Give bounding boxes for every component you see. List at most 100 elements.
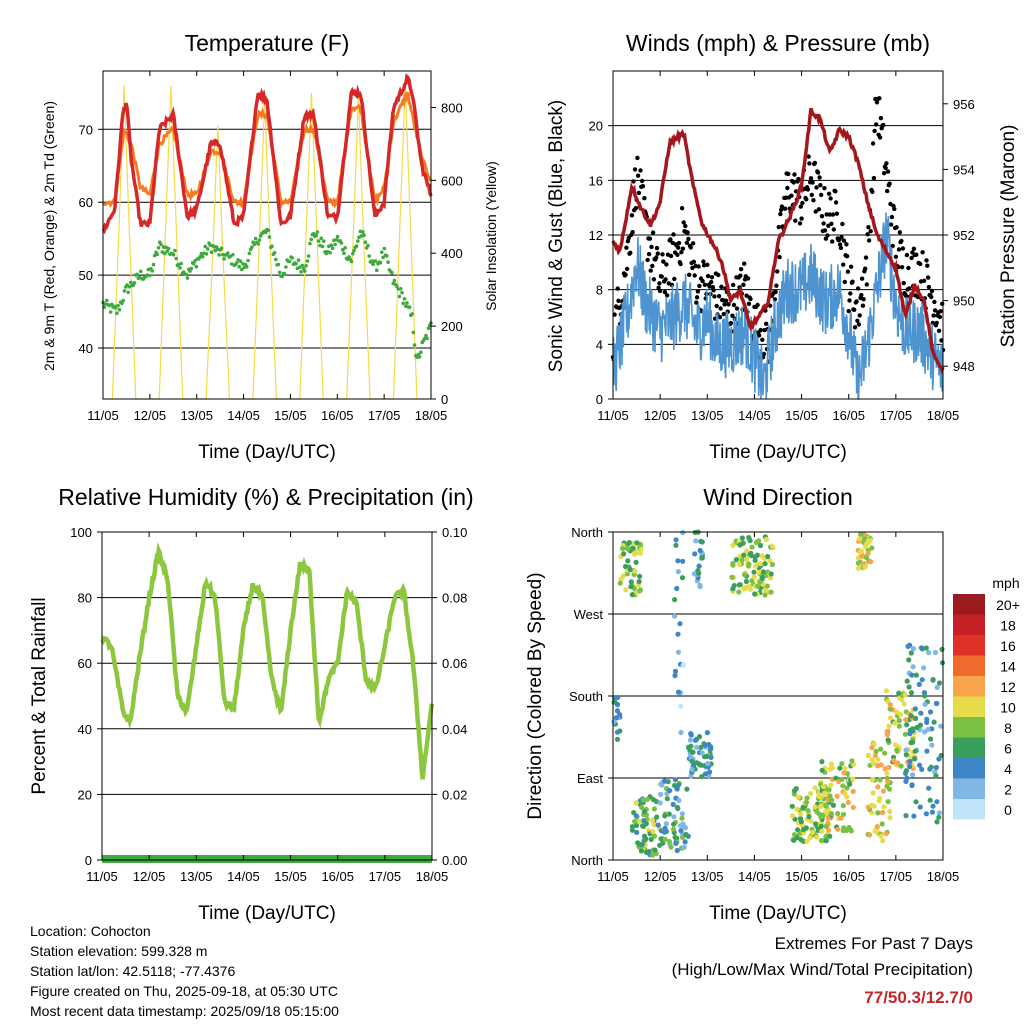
direction-point	[908, 690, 915, 696]
gust-point	[685, 230, 690, 235]
direction-point	[913, 715, 919, 722]
gust-point	[635, 155, 640, 161]
direction-point	[650, 796, 656, 803]
dewpoint-points	[101, 227, 433, 360]
dewpoint-point	[252, 242, 257, 247]
direction-point	[883, 688, 890, 694]
direction-point	[887, 808, 893, 815]
gust-point	[819, 192, 824, 198]
direction-point	[887, 815, 893, 821]
y-tick-label: 4	[596, 337, 603, 352]
gust-point	[779, 204, 785, 209]
direction-point	[883, 830, 889, 837]
gust-point	[697, 283, 702, 289]
direction-point	[828, 761, 834, 767]
dewpoint-point	[425, 336, 430, 341]
direction-point	[804, 795, 810, 801]
direction-point	[834, 793, 840, 799]
gust-point	[840, 221, 845, 227]
gust-point	[785, 185, 790, 191]
direction-point	[679, 575, 686, 581]
direction-point	[630, 545, 636, 551]
gust-point	[716, 272, 721, 278]
gust-point	[687, 272, 692, 277]
gust-point	[702, 282, 708, 287]
dewpoint-point	[392, 278, 397, 283]
gust-point	[857, 313, 862, 318]
gust-point	[679, 250, 684, 255]
colorbar-swatch	[953, 799, 985, 820]
dewpoint-point	[328, 250, 332, 255]
direction-point	[922, 701, 928, 708]
gust-point	[789, 193, 794, 198]
gust-point	[877, 135, 883, 140]
dewpoint-point	[401, 301, 406, 306]
direction-point	[708, 754, 714, 761]
direction-point	[917, 804, 923, 810]
gust-point	[712, 294, 717, 299]
direction-point	[672, 777, 679, 783]
direction-point	[674, 804, 681, 811]
y-tick-label-right: 0.02	[442, 787, 467, 802]
x-tick-label: 12/05	[134, 408, 167, 423]
y-tick-label-right: 948	[953, 359, 975, 374]
dewpoint-point	[155, 252, 159, 257]
gust-point	[806, 154, 811, 159]
direction-point	[814, 809, 820, 815]
direction-point	[748, 550, 754, 557]
gust-point	[850, 279, 855, 284]
direction-point	[908, 713, 914, 719]
direction-point	[624, 571, 631, 577]
gust-point	[742, 261, 747, 266]
gust-point	[877, 96, 882, 101]
dewpoint-point	[238, 259, 243, 264]
gust-point	[899, 265, 905, 270]
gust-point	[897, 230, 902, 235]
dewpoint-point	[362, 233, 366, 237]
dewpoint-point	[371, 262, 375, 267]
x-tick-label: 16/05	[832, 869, 865, 884]
gust-point	[722, 302, 727, 307]
direction-point	[688, 731, 694, 737]
gust-point	[694, 295, 700, 300]
direction-point	[614, 729, 621, 735]
y-tick-label-right: 0.10	[442, 525, 467, 540]
gust-point	[894, 225, 899, 230]
gust-point	[883, 165, 888, 171]
direction-point	[877, 777, 883, 783]
direction-point	[683, 832, 689, 838]
gust-point	[692, 273, 697, 278]
direction-point	[794, 806, 800, 812]
direction-point	[680, 558, 686, 564]
dewpoint-point	[129, 280, 133, 285]
gust-point	[841, 238, 847, 243]
y-tick-label-right: 0.08	[442, 591, 467, 606]
colorbar-swatch	[953, 655, 985, 676]
y-tick-label-right: 400	[441, 246, 463, 261]
direction-point	[649, 817, 656, 823]
direction-point	[875, 763, 881, 769]
direction-point	[806, 814, 812, 820]
dewpoint-point	[266, 228, 271, 233]
dewpoint-point	[226, 251, 230, 255]
gust-point	[734, 306, 740, 311]
x-tick-label: 16/05	[321, 869, 354, 884]
dewpoint-point	[320, 244, 325, 249]
x-tick-label: 18/05	[927, 869, 960, 884]
direction-point	[934, 700, 940, 707]
direction-point	[880, 809, 886, 816]
x-tick-label: 18/05	[416, 869, 449, 884]
gust-point	[837, 242, 843, 247]
y-tick-label-right: 0	[441, 392, 448, 407]
direction-point	[823, 838, 829, 844]
dewpoint-point	[117, 307, 122, 312]
gust-point	[745, 276, 751, 281]
gust-point	[903, 293, 909, 299]
direction-point	[823, 833, 829, 840]
direction-point	[907, 763, 913, 770]
speed-colorbar: mph 20+ 18 16 14 12 10 8 6 4 2 0	[953, 575, 1020, 820]
direction-point	[625, 558, 631, 564]
direction-point	[909, 672, 915, 678]
gust-point	[709, 279, 714, 285]
direction-point	[814, 834, 820, 840]
